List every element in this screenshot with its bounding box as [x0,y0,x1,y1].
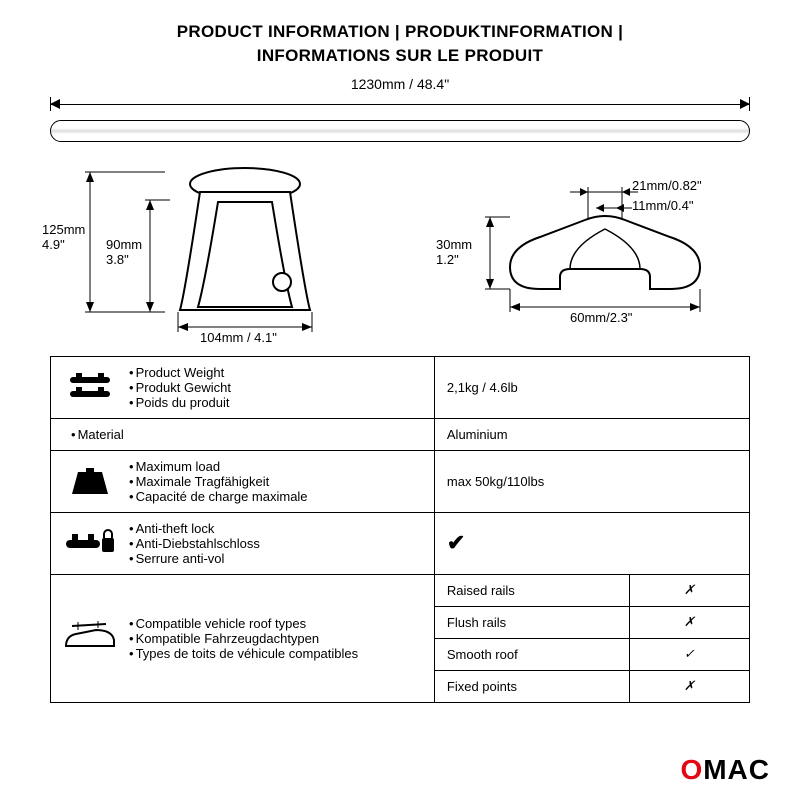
row-maxload: Maximum load Maximale Tragfähigkeit Capa… [51,450,749,512]
value: ✔ [435,513,749,574]
label: Kompatible Fahrzeugdachtypen [129,631,424,646]
label: Poids du produit [129,395,424,410]
foot-height-inner: 90mm 3.8" [106,237,142,268]
profile-slot: 21mm/0.82" [632,178,702,194]
spec-table: Product Weight Produkt Gewicht Poids du … [50,356,750,703]
label: Product Weight [129,365,424,380]
car-icon [61,620,119,656]
subrow: Smooth roof ✓ [435,638,749,670]
load-icon [61,464,119,498]
subrow-key: Raised rails [435,575,630,606]
row-compat: Compatible vehicle roof types Kompatible… [51,574,749,702]
label: Anti-Diebstahlschloss [129,536,424,551]
subrow-val: ✗ [630,671,749,702]
profile-height: 30mm 1.2" [436,237,472,268]
foot-width: 104mm / 4.1" [200,330,277,346]
subrow-val: ✗ [630,575,749,606]
label: Maximale Tragfähigkeit [129,474,424,489]
label: Produkt Gewicht [129,380,424,395]
title-line1: PRODUCT INFORMATION | PRODUKTINFORMATION… [40,20,760,44]
subrow: Fixed points ✗ [435,670,749,702]
label: Anti-theft lock [129,521,424,536]
profile-width: 60mm/2.3" [570,310,632,326]
foot-height-outer: 125mm 4.9" [42,222,85,253]
label: Compatible vehicle roof types [129,616,424,631]
subrow: Raised rails ✗ [435,575,749,606]
row-weight: Product Weight Produkt Gewicht Poids du … [51,357,749,418]
value: Aluminium [435,419,749,450]
row-material: Material Aluminium [51,418,749,450]
title-line2: INFORMATIONS SUR LE PRODUIT [40,44,760,68]
label: Capacité de charge maximale [129,489,424,504]
subrow-val: ✓ [630,639,749,670]
value: max 50kg/110lbs [435,451,749,512]
lock-icon [61,528,119,558]
label: Types de toits de véhicule compatibles [129,646,424,661]
subrow-key: Flush rails [435,607,630,638]
label: Material [71,427,424,442]
profile-diagram: 21mm/0.82" 11mm/0.4" 30mm 1.2" 60mm/2.3" [420,162,750,342]
subrow: Flush rails ✗ [435,606,749,638]
weight-icon [61,371,119,403]
top-dimension-line [50,94,750,114]
label: Maximum load [129,459,424,474]
crossbar-top-view [50,120,750,142]
foot-diagram: 125mm 4.9" 90mm 3.8" 104mm / 4.1" [50,162,380,342]
subrow-val: ✗ [630,607,749,638]
value: 2,1kg / 4.6lb [435,357,749,418]
label: Serrure anti-vol [129,551,424,566]
profile-lip: 11mm/0.4" [632,198,693,214]
brand-logo: OMAC [680,754,770,786]
top-dimension-label: 1230mm / 48.4" [40,76,760,92]
row-lock: Anti-theft lock Anti-Diebstahlschloss Se… [51,512,749,574]
subrow-key: Fixed points [435,671,630,702]
subrow-key: Smooth roof [435,639,630,670]
